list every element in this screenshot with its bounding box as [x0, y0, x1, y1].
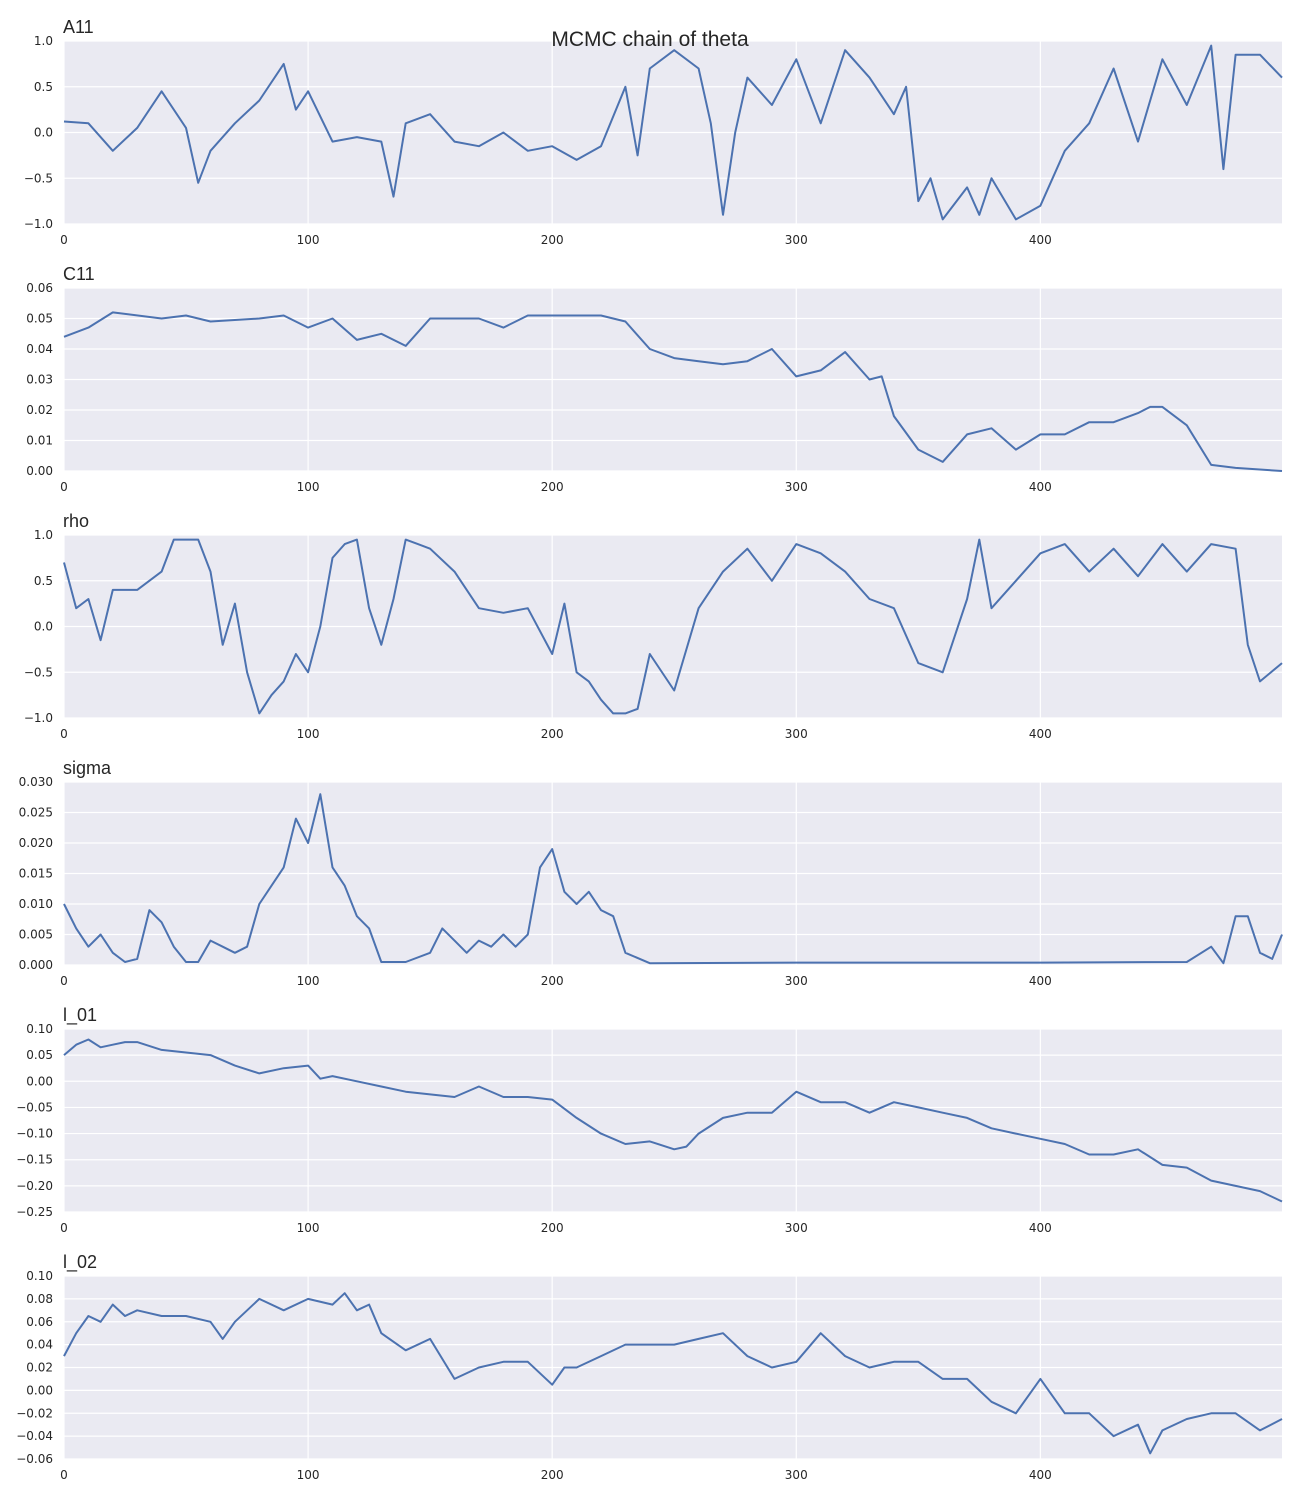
subplot-4: 0 100 200 300 400 0.10 0.05 0.00 −0.05 −0.10 −0.15…: [16, 1005, 1283, 1235]
series-line-l_02: [63, 1292, 1283, 1455]
x-tick-label: 100: [297, 480, 320, 494]
subplot-0: 0 100 200 300 400 1.0 0.5 0.0 −0.5 −1.0 A11: [24, 17, 1283, 247]
y-tick-label: 0.05: [26, 1048, 53, 1062]
y-tick-label: 0.04: [26, 1338, 53, 1352]
series-line-A11: [63, 44, 1283, 221]
x-tick-label: 400: [1029, 480, 1052, 494]
x-tick-label: 0: [60, 974, 68, 988]
series-line-sigma: [63, 793, 1283, 965]
y-tick-label: 0.0: [34, 620, 53, 634]
y-tick-label: 0.04: [26, 342, 53, 356]
subplot-title: C11: [63, 264, 95, 284]
x-tick-label: 100: [297, 727, 320, 741]
x-tick-label: 200: [541, 727, 564, 741]
y-tick-label: 0.005: [19, 928, 53, 942]
x-tick-label: 200: [541, 233, 564, 247]
y-tick-label: 0.00: [26, 1074, 53, 1088]
x-tick-label: 100: [297, 1468, 320, 1482]
subplot-1: 0 100 200 300 400 0.06 0.05 0.04 0.03 0.02 0.01 0.0…: [26, 264, 1283, 494]
x-tick-label: 300: [785, 233, 808, 247]
y-tick-label: 0.00: [26, 464, 53, 478]
y-tick-label: 0.030: [19, 775, 53, 789]
x-tick-label: 300: [785, 1221, 808, 1235]
y-tick-label: −0.20: [16, 1179, 53, 1193]
series-line-rho: [63, 538, 1283, 715]
x-tick-label: 100: [297, 233, 320, 247]
subplot-grid: 0 100 200 300 400 1.0 0.5 0.0 −0.5 −1.0 A11 0 100 200…: [16, 17, 1283, 1482]
y-tick-label: −0.02: [16, 1406, 53, 1420]
y-tick-label: −0.10: [16, 1127, 53, 1141]
x-tick-label: 400: [1029, 1468, 1052, 1482]
y-tick-label: −0.06: [16, 1452, 53, 1466]
y-tick-label: 0.06: [26, 281, 53, 295]
x-tick-label: 300: [785, 1468, 808, 1482]
subplot-title: rho: [63, 511, 89, 531]
x-tick-label: 100: [297, 974, 320, 988]
series-line-C11: [63, 311, 1283, 472]
y-tick-label: 0.0: [34, 126, 53, 140]
y-tick-label: 1.0: [34, 34, 53, 48]
y-tick-label: −0.15: [16, 1153, 53, 1167]
y-tick-label: −1.0: [24, 217, 53, 231]
subplot-title: A11: [63, 17, 94, 37]
axes-background: [64, 1029, 1282, 1212]
y-tick-label: −1.0: [24, 711, 53, 725]
subplot-2: 0 100 200 300 400 1.0 0.5 0.0 −0.5 −1.0 rho: [24, 511, 1283, 741]
y-tick-label: 0.10: [26, 1022, 53, 1036]
y-tick-label: 0.02: [26, 1361, 53, 1375]
y-tick-label: 0.015: [19, 867, 53, 881]
y-tick-label: −0.5: [24, 171, 53, 185]
subplot-title: l_01: [63, 1005, 97, 1026]
y-tick-label: 0.05: [26, 312, 53, 326]
y-tick-label: 0.00: [26, 1383, 53, 1397]
x-tick-label: 0: [60, 1221, 68, 1235]
figure-title: MCMC chain of theta: [551, 28, 749, 51]
y-tick-label: 0.025: [19, 806, 53, 820]
x-tick-label: 400: [1029, 727, 1052, 741]
y-tick-label: 0.02: [26, 403, 53, 417]
x-tick-label: 200: [541, 974, 564, 988]
y-tick-label: 0.5: [34, 574, 53, 588]
x-tick-label: 200: [541, 480, 564, 494]
subplot-3: 0 100 200 300 400 0.030 0.025 0.020 0.015 0.010 0.…: [19, 758, 1283, 988]
y-tick-label: 0.10: [26, 1269, 53, 1283]
x-tick-label: 400: [1029, 233, 1052, 247]
y-tick-label: −0.05: [16, 1100, 53, 1114]
y-tick-label: 0.010: [19, 897, 53, 911]
y-tick-label: −0.25: [16, 1205, 53, 1219]
x-tick-label: 300: [785, 480, 808, 494]
y-tick-label: 0.08: [26, 1292, 53, 1306]
x-tick-label: 400: [1029, 1221, 1052, 1235]
y-tick-label: 0.000: [19, 958, 53, 972]
subplot-title: l_02: [63, 1252, 97, 1273]
x-tick-label: 0: [60, 233, 68, 247]
x-tick-label: 300: [785, 727, 808, 741]
y-tick-label: 0.020: [19, 836, 53, 850]
subplot-title: sigma: [63, 758, 112, 778]
y-tick-label: −0.5: [24, 665, 53, 679]
series-line-l_01: [63, 1038, 1283, 1203]
y-tick-label: 0.06: [26, 1315, 53, 1329]
x-tick-label: 400: [1029, 974, 1052, 988]
y-tick-label: 1.0: [34, 528, 53, 542]
x-tick-label: 200: [541, 1468, 564, 1482]
x-tick-label: 300: [785, 974, 808, 988]
y-tick-label: 0.01: [26, 434, 53, 448]
x-tick-label: 200: [541, 1221, 564, 1235]
x-tick-label: 0: [60, 727, 68, 741]
y-tick-label: −0.04: [16, 1429, 53, 1443]
subplot-5: 0 100 200 300 400 0.10 0.08 0.06 0.04 0.02 0.00 −0.…: [16, 1252, 1283, 1482]
x-tick-label: 0: [60, 480, 68, 494]
x-tick-label: 0: [60, 1468, 68, 1482]
y-tick-label: 0.03: [26, 373, 53, 387]
y-tick-label: 0.5: [34, 80, 53, 94]
x-tick-label: 100: [297, 1221, 320, 1235]
